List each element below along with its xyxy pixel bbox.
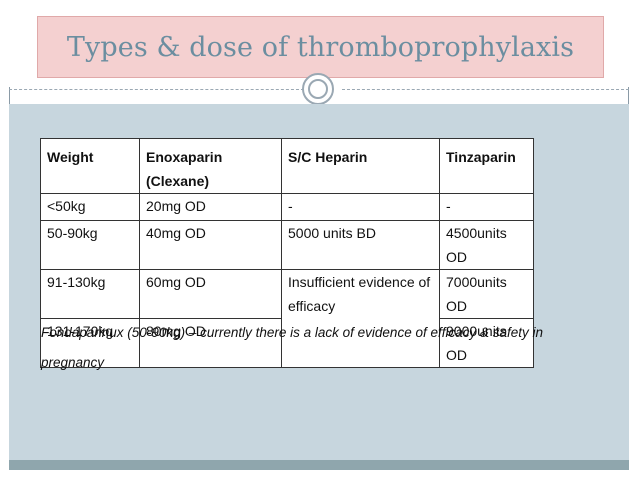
header-enoxaparin: Enoxaparin (Clexane) — [139, 138, 282, 194]
divider-ring-icon — [302, 73, 334, 105]
dose-table-wrapper: Weight Enoxaparin (Clexane) S/C Heparin … — [40, 138, 534, 368]
dose-table: Weight Enoxaparin (Clexane) S/C Heparin … — [40, 138, 534, 368]
table-header-row: Weight Enoxaparin (Clexane) S/C Heparin … — [40, 138, 534, 194]
cell-enoxaparin: 60mg OD — [139, 269, 282, 319]
cell-weight: 131-170kg — [40, 318, 140, 368]
table-row: 50-90kg 40mg OD 5000 units BD 4500units … — [40, 220, 534, 270]
header-tinzaparin: Tinzaparin — [439, 138, 534, 194]
cell-tinzaparin: 9000units OD — [439, 318, 534, 368]
footer-strip — [9, 460, 629, 470]
cell-tinzaparin: - — [439, 193, 534, 221]
title-divider-right — [342, 89, 629, 90]
header-weight: Weight — [40, 138, 140, 194]
table-row: <50kg 20mg OD - - — [40, 193, 534, 221]
cell-enoxaparin: 80mg OD — [139, 318, 282, 368]
table-row: 91-130kg 60mg OD Insufficient evidence o… — [40, 269, 534, 368]
cell-tinzaparin: 7000units OD — [439, 269, 534, 319]
cell-sc-heparin: - — [281, 193, 440, 221]
cell-sc-heparin: 5000 units BD — [281, 220, 440, 270]
fondaparinux-note: Fondaparinux (50-90kg) – currently there… — [41, 325, 544, 370]
cell-weight: <50kg — [40, 193, 140, 221]
cell-weight: 50-90kg — [40, 220, 140, 270]
table-row: 131-170kg 80mg OD 9000units OD — [40, 318, 534, 368]
cell-sc-heparin-merged: Insufficient evidence of efficacy — [281, 269, 440, 368]
title-box: Types & dose of thromboprophylaxis — [37, 16, 604, 78]
cell-enoxaparin: 20mg OD — [139, 193, 282, 221]
cell-tinzaparin: 4500units OD — [439, 220, 534, 270]
title-divider-left — [9, 89, 304, 90]
slide-title: Types & dose of thromboprophylaxis — [66, 31, 575, 63]
cell-weight: 91-130kg — [40, 269, 140, 319]
divider-ring-inner — [308, 79, 328, 99]
header-sc-heparin: S/C Heparin — [281, 138, 440, 194]
cell-enoxaparin: 40mg OD — [139, 220, 282, 270]
